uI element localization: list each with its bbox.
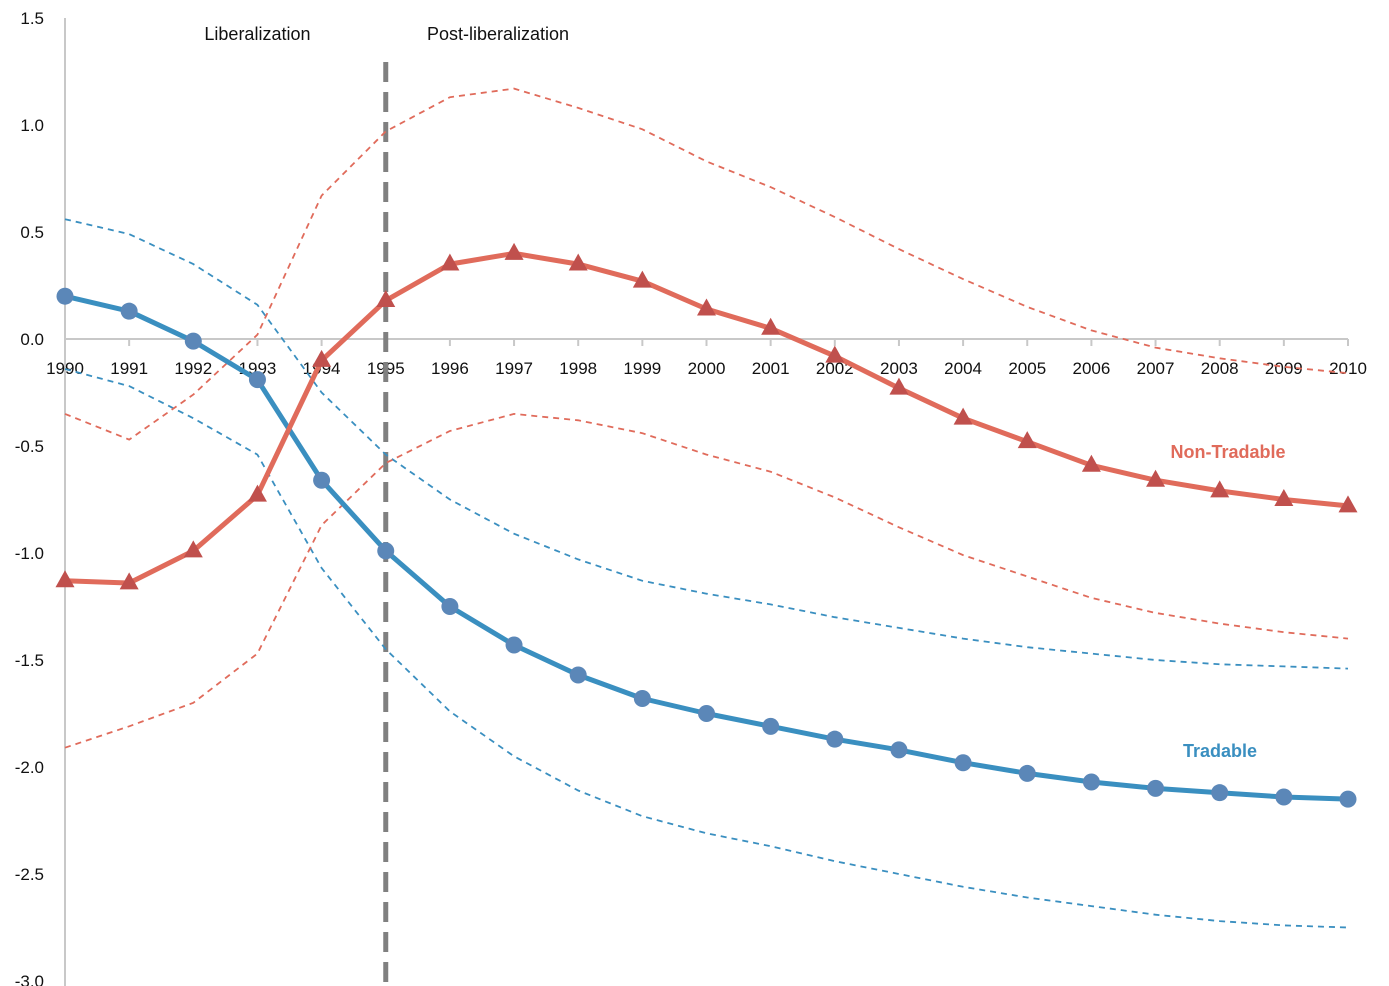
data-point-non-tradable: [376, 289, 396, 307]
y-tick-label: 1.5: [20, 9, 44, 28]
data-point-non-tradable: [183, 540, 203, 558]
data-point-non-tradable: [1081, 454, 1101, 472]
series-labels: Tradable Non-Tradable: [1170, 442, 1285, 761]
data-point-non-tradable: [953, 407, 973, 425]
y-tick-label: -2.5: [15, 865, 44, 884]
data-point-tradable: [120, 302, 138, 320]
x-tick-label: 1999: [623, 359, 661, 378]
y-tick-label: -3.0: [15, 972, 44, 986]
confidence-bands: [64, 87, 1349, 929]
data-point-non-tradable: [440, 253, 460, 271]
y-tick-label: -1.0: [15, 544, 44, 563]
data-point-tradable: [56, 287, 74, 305]
data-point-tradable: [1211, 784, 1229, 802]
data-point-non-tradable: [1338, 495, 1358, 513]
data-point-non-tradable: [55, 570, 75, 588]
x-tick-label: 1996: [431, 359, 469, 378]
data-point-non-tradable: [1274, 488, 1294, 506]
x-tick-label: 2000: [688, 359, 726, 378]
annotation-post-liberalization: Post-liberalization: [427, 24, 569, 44]
data-point-tradable: [248, 371, 266, 389]
data-point-tradable: [1339, 790, 1357, 808]
x-tick-label: 2006: [1072, 359, 1110, 378]
data-point-tradable: [313, 471, 331, 489]
data-point-tradable: [1082, 773, 1100, 791]
upper-band-tradable: [64, 218, 1349, 670]
x-tick-label: 2010: [1329, 359, 1367, 378]
x-tick-label: 2009: [1265, 359, 1303, 378]
annotation-liberalization: Liberalization: [204, 24, 310, 44]
data-point-tradable: [1147, 779, 1165, 797]
series-label-tradable: Tradable: [1183, 741, 1257, 761]
data-point-non-tradable: [889, 377, 909, 395]
data-point-tradable: [633, 690, 651, 708]
data-point-non-tradable: [761, 317, 781, 335]
lower-band-tradable: [64, 368, 1349, 929]
y-tick-label: 1.0: [20, 116, 44, 135]
x-tick-label: 2007: [1137, 359, 1175, 378]
data-point-non-tradable: [312, 349, 332, 367]
data-point-tradable: [954, 754, 972, 772]
series-label-non-tradable: Non-Tradable: [1170, 442, 1285, 462]
upper-band-non-tradable: [64, 87, 1349, 441]
y-axis: 1.5 1.0 0.5 0.0 -0.5 -1.0 -1.5 -2.0 -2.5 -3.0: [15, 9, 66, 986]
x-tick-label: 2004: [944, 359, 982, 378]
data-point-non-tradable: [1210, 480, 1230, 498]
data-point-tradable: [377, 542, 395, 560]
data-point-tradable: [441, 598, 459, 615]
y-tick-label: 0.0: [20, 330, 44, 349]
data-point-tradable: [505, 636, 523, 654]
x-tick-label: 2002: [816, 359, 854, 378]
x-tick-label: 1992: [174, 359, 212, 378]
data-point-non-tradable: [825, 345, 845, 363]
x-tick-label: 1991: [110, 359, 148, 378]
x-tick-label: 1998: [559, 359, 597, 378]
data-point-tradable: [762, 717, 780, 735]
data-point-tradable: [698, 705, 715, 722]
data-point-tradable: [890, 741, 908, 759]
data-point-non-tradable: [504, 242, 524, 260]
data-point-non-tradable: [568, 253, 588, 271]
data-point-tradable: [569, 666, 587, 684]
series-markers: [55, 242, 1358, 808]
x-tick-label: 2001: [752, 359, 790, 378]
lower-band-non-tradable: [64, 412, 1349, 749]
data-point-non-tradable: [1146, 469, 1166, 487]
x-tick-label: 1994: [303, 359, 341, 378]
x-tick-label: 2003: [880, 359, 918, 378]
data-point-non-tradable: [1017, 431, 1037, 449]
data-point-non-tradable: [697, 298, 716, 316]
x-tick-label: 1997: [495, 359, 533, 378]
data-point-tradable: [1275, 788, 1293, 806]
data-point-non-tradable: [247, 484, 267, 502]
y-tick-label: -0.5: [15, 437, 44, 456]
y-tick-label: -2.0: [15, 758, 44, 777]
data-point-non-tradable: [119, 572, 139, 590]
data-point-tradable: [184, 332, 202, 350]
x-tick-label: 1990: [46, 359, 84, 378]
y-tick-label: 0.5: [20, 223, 44, 242]
period-annotations: Liberalization Post-liberalization: [204, 24, 569, 44]
x-tick-label: 2008: [1201, 359, 1239, 378]
data-point-non-tradable: [632, 270, 652, 288]
x-axis: 1990199119921993199419951996199719981999…: [46, 338, 1367, 378]
data-point-tradable: [1018, 764, 1036, 782]
x-tick-label: 2005: [1008, 359, 1046, 378]
y-tick-label: -1.5: [15, 651, 44, 670]
data-point-tradable: [826, 730, 844, 748]
